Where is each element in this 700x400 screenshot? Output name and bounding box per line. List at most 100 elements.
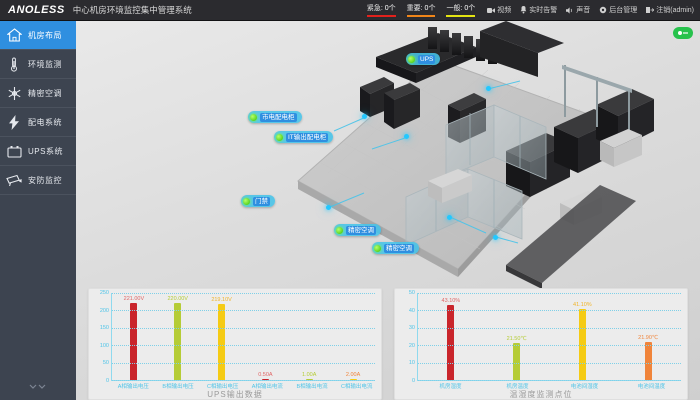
- ups-bar-cell[interactable]: 220.00V: [156, 293, 200, 380]
- alarm-counters: 紧急: 0个 重要: 0个 一般: 0个: [366, 4, 487, 17]
- sidebar-item-layout[interactable]: 机房布局: [0, 21, 76, 50]
- temp-humidity-bar-cell[interactable]: 41.10%: [550, 293, 616, 380]
- ups-ytick: 100: [99, 342, 109, 349]
- fullscreen-toggle-button[interactable]: [673, 27, 693, 39]
- hotspot-label-access-control: 门禁: [253, 196, 270, 206]
- menu-label-logout: 注销(admin): [656, 7, 694, 14]
- hotspot-dot-precision-ac-2[interactable]: [493, 235, 498, 240]
- ups-chart-title: UPS输出数据: [207, 390, 263, 399]
- temp-humidity-bar-cell[interactable]: 21.50℃: [484, 293, 550, 380]
- ups-bar[interactable]: [218, 303, 226, 380]
- hotspot-label-precision-ac-2: 精密空调: [384, 243, 414, 253]
- ups-ytick: 150: [99, 325, 109, 332]
- sidebar-item-ups[interactable]: UPS系统: [0, 137, 76, 166]
- ups-gridline: [112, 380, 375, 381]
- hotspot-tag-precision-ac-2[interactable]: 精密空调: [372, 242, 419, 254]
- ups-xlabel: A相输出电压: [117, 384, 149, 390]
- temp-humidity-bar-cell[interactable]: 21.90℃: [615, 293, 681, 380]
- ups-chart-yaxis: 0 50 100 150 200 250: [89, 290, 111, 384]
- ups-bar-cell[interactable]: 2.00A: [331, 293, 375, 380]
- menu-item-sound[interactable]: 声音: [566, 5, 590, 15]
- hotspot-tag-mains-cabinet[interactable]: 市电配电柜: [248, 111, 302, 123]
- menu-label-sound: 声音: [576, 7, 591, 14]
- temp-humidity-ytick: 10: [408, 360, 415, 367]
- ups-bar-cell[interactable]: 0.50A: [243, 293, 287, 380]
- thermometer-icon: [0, 50, 28, 78]
- temp-humidity-gridline: [418, 327, 681, 329]
- video-icon: [487, 7, 496, 14]
- alarm-counter-minor[interactable]: 一般: 0个: [446, 4, 476, 17]
- ups-chart-bars: 221.00V 220.00V 219.10V 0.50A 1.00A 2.00A: [112, 293, 375, 380]
- ups-bar-cell[interactable]: 1.00A: [287, 293, 331, 380]
- temp-humidity-chart-bars: 43.10% 21.50℃ 41.10% 21.90℃: [418, 293, 681, 380]
- temp-humidity-gridline: [418, 362, 681, 364]
- menu-item-logout[interactable]: 注销(admin): [646, 5, 694, 15]
- temp-humidity-xlabel: 机房湿度: [439, 384, 462, 390]
- temp-humidity-bar[interactable]: [578, 308, 586, 380]
- hotspot-dot-mains-cabinet[interactable]: [362, 114, 367, 119]
- temp-humidity-ytick: 20: [408, 342, 415, 349]
- temp-humidity-bar[interactable]: [513, 342, 521, 380]
- status-bead-icon: [336, 226, 343, 234]
- sidebar: 机房布局 环境监测 精密空调 配电系统 UPS系统 安防监控: [0, 21, 76, 400]
- sidebar-item-precision-ac[interactable]: 精密空调: [0, 79, 76, 108]
- ups-xlabel: C相输出电流: [340, 384, 373, 390]
- temp-humidity-gridline: [418, 310, 681, 312]
- ups-ytick: 200: [99, 307, 109, 314]
- sidebar-item-security[interactable]: 安防监控: [0, 166, 76, 195]
- ups-bar-cell[interactable]: 221.00V: [112, 293, 156, 380]
- menu-item-video[interactable]: 视频: [487, 5, 511, 15]
- temp-humidity-chart-plot: 43.10% 21.50℃ 41.10% 21.90℃: [417, 293, 681, 381]
- sidebar-label-layout: 机房布局: [28, 30, 62, 40]
- temp-humidity-bar-cell[interactable]: 43.10%: [418, 293, 484, 380]
- hotspot-tag-ups[interactable]: UPS: [406, 53, 441, 65]
- menu-item-admin[interactable]: 后台管理: [599, 5, 637, 15]
- hotspot-dot-access-control[interactable]: [326, 205, 331, 210]
- ups-bar[interactable]: [305, 379, 313, 380]
- menu-item-realtime-alarm[interactable]: 实时告警: [520, 5, 557, 15]
- temp-humidity-ytick: 50: [408, 290, 415, 296]
- ups-bar[interactable]: [349, 379, 357, 380]
- temp-humidity-bar[interactable]: [644, 341, 652, 380]
- hotspot-label-mains-cabinet: 市电配电柜: [260, 112, 297, 122]
- ups-bar[interactable]: [261, 379, 269, 380]
- bottom-panels: 0 50 100 150 200 250 221.00V 220.00V 219.10V 0.5…: [76, 288, 700, 400]
- alarm-counter-urgent[interactable]: 紧急: 0个: [366, 4, 396, 17]
- alarm-label-major: 重要:: [406, 4, 423, 12]
- sidebar-item-power-distribution[interactable]: 配电系统: [0, 108, 76, 137]
- gear-icon: [599, 6, 607, 14]
- hotspot-tag-it-output-cabinet[interactable]: IT输出配电柜: [274, 131, 334, 143]
- sidebar-collapse-handle[interactable]: [0, 378, 76, 396]
- ups-ytick: 50: [102, 360, 109, 367]
- hotspot-dot-ups[interactable]: [486, 86, 491, 91]
- alarm-counter-major[interactable]: 重要: 0个: [406, 4, 436, 17]
- ups-bar-cell[interactable]: 219.10V: [200, 293, 244, 380]
- chart-panel-temp-humidity: 0 10 20 30 40 50 43.10% 21.50℃ 41.10% 21.90℃ 机房湿…: [394, 288, 688, 400]
- ups-gridline: [112, 345, 375, 347]
- ups-bar[interactable]: [130, 303, 138, 380]
- hotspot-label-precision-ac-1: 精密空调: [346, 225, 376, 235]
- sidebar-label-power-distribution: 配电系统: [28, 117, 62, 127]
- temp-humidity-gridline: [418, 293, 681, 294]
- ups-xlabel: B相输出电压: [162, 384, 194, 390]
- ups-bar-value: 0.50A: [258, 372, 273, 379]
- ups-gridline: [112, 327, 375, 329]
- menu-label-admin: 后台管理: [609, 7, 638, 14]
- home-icon: [0, 21, 28, 49]
- hotspot-tag-access-control[interactable]: 门禁: [241, 195, 275, 207]
- hotspot-dot-it-output-cabinet[interactable]: [404, 134, 409, 139]
- ups-gridline: [112, 310, 375, 312]
- temp-humidity-bar[interactable]: [447, 305, 455, 380]
- datacenter-room-render: UPS 市电配电柜 IT输出配电柜 门禁 精密空调 精密空调: [76, 21, 700, 293]
- ups-gridline: [112, 293, 375, 294]
- ups-ytick: 0: [105, 378, 109, 384]
- hotspot-tag-precision-ac-1[interactable]: 精密空调: [334, 224, 381, 236]
- ups-bar[interactable]: [174, 303, 182, 380]
- sidebar-item-environment[interactable]: 环境监测: [0, 50, 76, 79]
- hotspot-label-it-output-cabinet: IT输出配电柜: [286, 132, 329, 142]
- temp-humidity-xlabel: 机房温度: [506, 384, 529, 390]
- chart-panel-ups: 0 50 100 150 200 250 221.00V 220.00V 219.10V 0.5…: [88, 288, 382, 400]
- logout-icon: [646, 6, 655, 14]
- hotspot-dot-precision-ac-1[interactable]: [447, 215, 452, 220]
- alarm-count-major: 0个: [424, 4, 436, 12]
